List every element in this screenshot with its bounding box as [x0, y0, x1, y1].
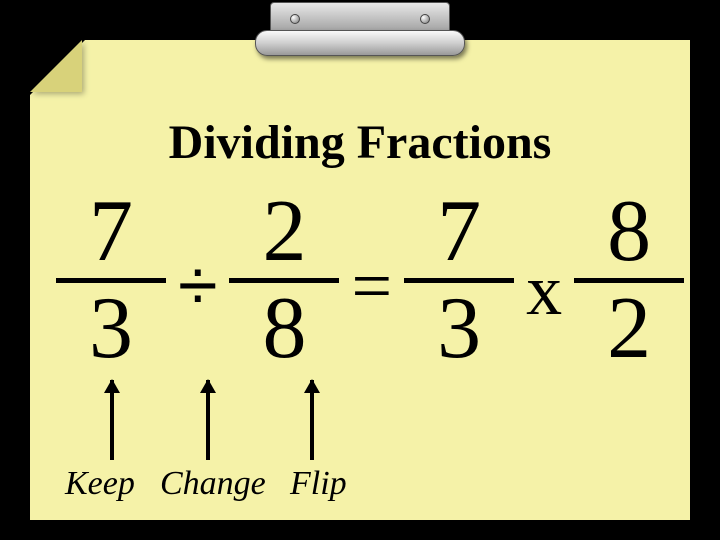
fraction-rhs-a: 7 3 — [404, 190, 514, 370]
denominator: 2 — [607, 287, 651, 371]
equation: 7 3 ÷ 2 8 = 7 3 x 8 2 — [50, 190, 690, 370]
label-flip: Flip — [290, 465, 370, 503]
fraction-lhs-b: 2 8 — [229, 190, 339, 370]
denominator: 8 — [262, 287, 306, 371]
denominator: 3 — [437, 287, 481, 371]
mnemonic-labels: Keep Change Flip — [65, 465, 370, 503]
denominator: 3 — [89, 287, 133, 371]
numerator: 8 — [607, 190, 651, 274]
clipboard-clip-front — [255, 30, 465, 56]
numerator: 2 — [262, 190, 306, 274]
operator-equals: = — [351, 245, 392, 328]
arrow-flip — [310, 380, 314, 460]
sticky-note: Dividing Fractions 7 3 ÷ 2 8 = 7 3 x 8 2… — [30, 40, 690, 520]
operator-multiply: x — [526, 249, 562, 332]
fraction-rhs-b: 8 2 — [574, 190, 684, 370]
arrow-change — [206, 380, 210, 460]
operator-divide: ÷ — [178, 245, 218, 327]
arrow-keep — [110, 380, 114, 460]
page-corner-fold — [30, 40, 82, 92]
fraction-lhs-a: 7 3 — [56, 190, 166, 370]
numerator: 7 — [437, 190, 481, 274]
page-title: Dividing Fractions — [30, 115, 690, 170]
clip-rivet-icon — [420, 14, 430, 24]
clip-rivet-icon — [290, 14, 300, 24]
label-change: Change — [160, 465, 290, 503]
numerator: 7 — [89, 190, 133, 274]
label-keep: Keep — [65, 465, 160, 503]
